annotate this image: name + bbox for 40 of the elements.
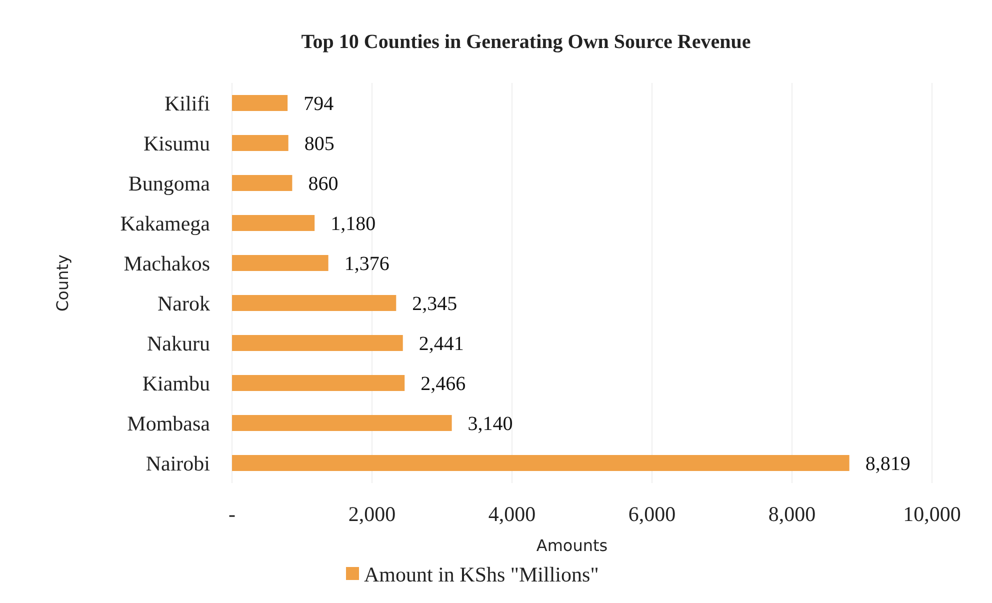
- bar: [232, 415, 452, 431]
- y-axis-title: County: [53, 254, 72, 312]
- x-tick-label: 10,000: [903, 502, 961, 526]
- data-label: 805: [304, 133, 334, 155]
- data-label: 2,345: [412, 293, 458, 315]
- bar: [232, 135, 288, 151]
- y-tick-label: Kilifi: [164, 91, 210, 116]
- bar: [232, 455, 850, 471]
- x-tick-label: 4,000: [488, 502, 536, 526]
- bar: [232, 295, 396, 311]
- bar: [232, 335, 403, 351]
- bar: [232, 175, 292, 191]
- y-tick-label: Nakuru: [147, 331, 210, 356]
- y-tick-label: Kakamega: [120, 211, 211, 236]
- data-label: 3,140: [468, 413, 513, 435]
- x-tick-label: 2,000: [348, 502, 396, 526]
- data-label: 1,180: [330, 213, 376, 235]
- y-tick-label: Nairobi: [146, 451, 210, 476]
- x-tick-label: 8,000: [768, 502, 816, 526]
- bar: [232, 375, 405, 391]
- x-axis-title: Amounts: [536, 536, 608, 555]
- legend-label: Amount in KShs "Millions": [364, 562, 599, 586]
- y-tick-label: Narok: [158, 291, 210, 316]
- data-label: 8,819: [865, 453, 910, 475]
- bar: [232, 255, 328, 271]
- y-tick-label: Kiambu: [142, 371, 210, 396]
- data-label: 860: [308, 173, 338, 195]
- data-label: 2,441: [418, 333, 464, 355]
- bar: [232, 95, 288, 111]
- bar: [232, 215, 315, 231]
- data-label: 794: [304, 93, 334, 115]
- data-label: 2,466: [420, 373, 466, 395]
- x-tick-label: -: [228, 502, 236, 526]
- y-tick-label: Machakos: [124, 251, 210, 276]
- y-tick-label: Kisumu: [143, 131, 210, 156]
- chart-title: Top 10 Counties in Generating Own Source Revenue: [301, 31, 751, 53]
- data-label: 1,376: [344, 253, 390, 275]
- y-tick-label: Bungoma: [128, 171, 211, 196]
- y-tick-label: Mombasa: [127, 411, 211, 436]
- x-tick-label: 6,000: [628, 502, 676, 526]
